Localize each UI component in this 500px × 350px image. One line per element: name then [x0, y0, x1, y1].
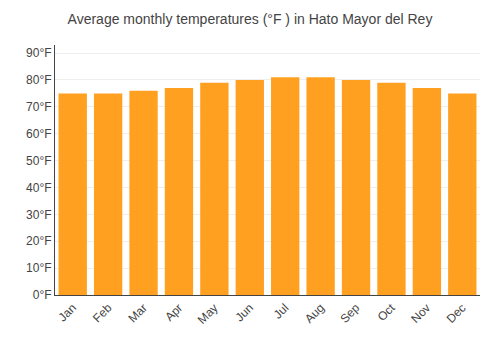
svg-text:Jul: Jul	[271, 301, 292, 322]
svg-text:Feb: Feb	[90, 301, 115, 326]
svg-text:70°F: 70°F	[26, 100, 51, 114]
svg-text:10°F: 10°F	[26, 261, 51, 275]
svg-text:Oct: Oct	[375, 300, 399, 324]
svg-text:80°F: 80°F	[26, 73, 51, 87]
svg-text:60°F: 60°F	[26, 127, 51, 141]
svg-text:90°F: 90°F	[26, 46, 51, 60]
svg-text:Average monthly temperatures (: Average monthly temperatures (°F ) in Ha…	[68, 11, 433, 27]
svg-text:0°F: 0°F	[33, 288, 52, 302]
svg-text:Nov: Nov	[408, 301, 433, 326]
svg-text:50°F: 50°F	[26, 154, 51, 168]
svg-text:40°F: 40°F	[26, 181, 51, 195]
svg-text:Sep: Sep	[337, 301, 362, 326]
svg-text:30°F: 30°F	[26, 208, 51, 222]
svg-text:May: May	[195, 301, 221, 327]
svg-text:20°F: 20°F	[26, 234, 51, 248]
svg-text:Jan: Jan	[55, 301, 79, 325]
svg-text:Apr: Apr	[162, 301, 185, 324]
svg-text:Dec: Dec	[444, 301, 469, 326]
svg-text:Mar: Mar	[125, 301, 150, 326]
svg-text:Aug: Aug	[302, 301, 327, 326]
svg-text:Jun: Jun	[233, 301, 257, 325]
